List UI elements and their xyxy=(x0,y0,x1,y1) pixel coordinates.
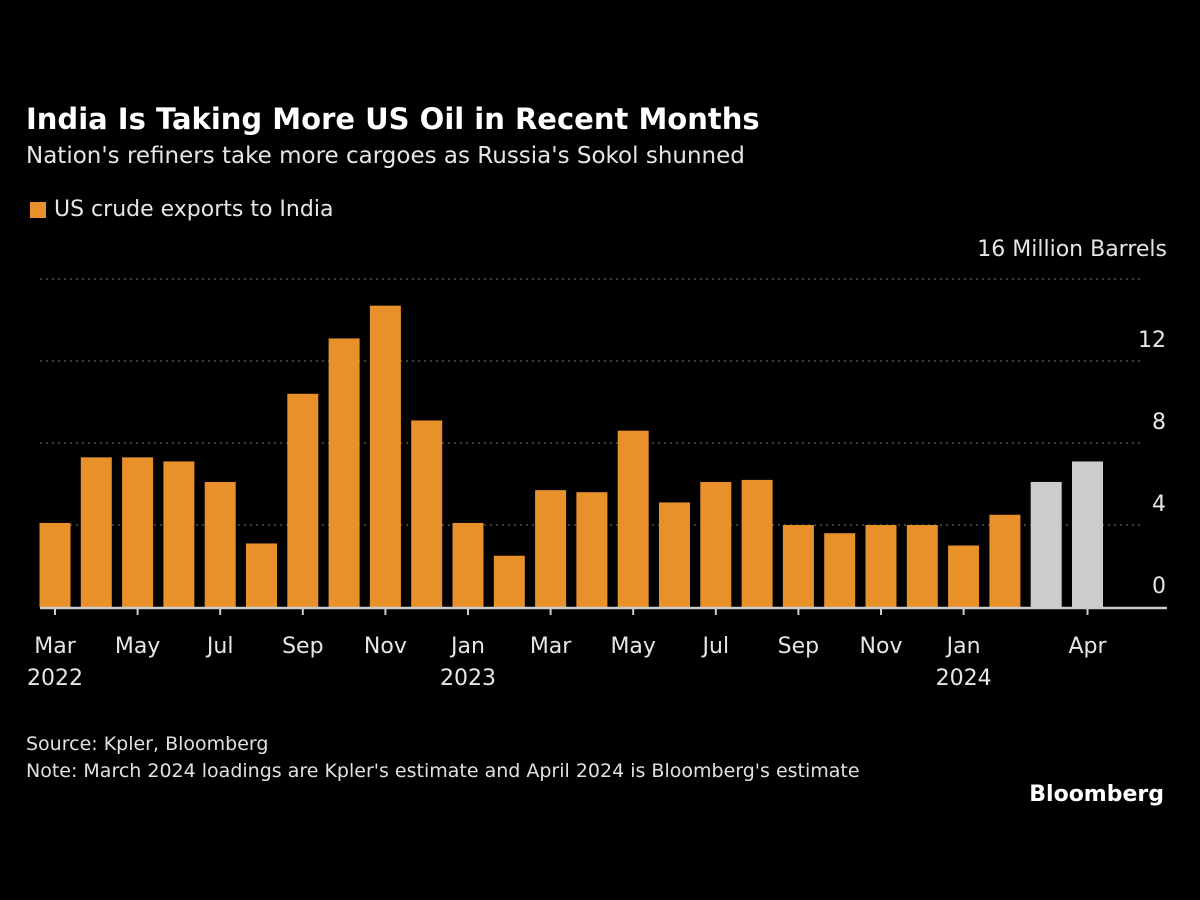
bar xyxy=(246,543,277,607)
bar xyxy=(617,430,649,607)
x-tick-label: Mar xyxy=(34,634,76,659)
bar xyxy=(122,457,154,607)
bar xyxy=(906,525,938,607)
bar xyxy=(576,492,608,607)
note-text: Note: March 2024 loadings are Kpler's es… xyxy=(26,760,860,782)
chart-title: India Is Taking More US Oil in Recent Mo… xyxy=(26,102,760,136)
x-tick-year-label: 2022 xyxy=(27,666,83,691)
bar xyxy=(535,490,567,607)
bar xyxy=(700,481,732,607)
x-tick-label: Jan xyxy=(449,634,485,659)
source-text: Source: Kpler, Bloomberg xyxy=(26,733,269,755)
x-tick-label: Sep xyxy=(778,634,819,659)
x-tick-label: Jul xyxy=(205,634,234,659)
bar xyxy=(824,533,856,607)
x-tick-label: Mar xyxy=(530,634,572,659)
y-tick-label: 8 xyxy=(1152,410,1166,435)
bar xyxy=(493,555,525,607)
bar xyxy=(80,457,112,607)
y-tick-label: 12 xyxy=(1138,328,1166,353)
bar-chart: 0 4 8 12 Mar 2022 May Jul Sep Nov Jan 2023 Mar May Jul… xyxy=(27,278,1167,691)
bloomberg-logo: Bloomberg xyxy=(1029,782,1164,807)
x-tick-label: Jul xyxy=(701,634,730,659)
legend-label: US crude exports to India xyxy=(54,197,334,222)
bar xyxy=(163,461,195,607)
bar xyxy=(204,481,236,607)
bar xyxy=(452,522,484,607)
bar xyxy=(287,393,319,607)
x-tick-label: Sep xyxy=(282,634,323,659)
bar xyxy=(989,514,1021,607)
chart-subtitle: Nation's refiners take more cargoes as R… xyxy=(26,143,745,169)
bar xyxy=(39,522,71,607)
x-tick-label: Apr xyxy=(1068,634,1107,659)
x-tick-label: May xyxy=(115,634,160,659)
x-tick-label: May xyxy=(610,634,655,659)
x-tick-label: Nov xyxy=(364,634,407,659)
legend: US crude exports to India xyxy=(30,197,333,222)
bar xyxy=(369,305,401,607)
bar xyxy=(411,420,443,607)
bar xyxy=(741,479,773,607)
y-tick-label: 4 xyxy=(1152,492,1166,517)
legend-swatch xyxy=(30,201,46,218)
bar xyxy=(659,502,690,607)
bar xyxy=(328,338,360,607)
x-tick-label: Jan xyxy=(945,634,981,659)
bar xyxy=(865,525,897,607)
x-tick-year-label: 2023 xyxy=(440,666,496,691)
bar xyxy=(948,545,980,607)
x-tick-year-label: 2024 xyxy=(936,666,992,691)
y-axis-unit-label: 16 Million Barrels xyxy=(977,237,1167,262)
bar xyxy=(1072,461,1103,607)
bar xyxy=(782,525,814,607)
y-tick-label: 0 xyxy=(1152,574,1166,599)
x-tick-label: Nov xyxy=(860,634,903,659)
bar xyxy=(1030,481,1062,607)
